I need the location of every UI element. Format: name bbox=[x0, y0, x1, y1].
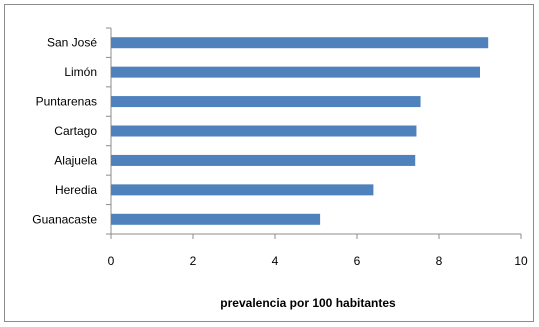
category-label: Heredia bbox=[55, 183, 97, 197]
x-tick-label: 4 bbox=[272, 254, 279, 268]
bar bbox=[111, 154, 416, 166]
category-label: Puntarenas bbox=[36, 95, 97, 109]
bar bbox=[111, 66, 480, 78]
x-tick-labels: 0 2 4 6 8 10 bbox=[108, 254, 528, 268]
x-tick-label: 8 bbox=[436, 254, 443, 268]
category-label: Guanacaste bbox=[32, 212, 97, 226]
bar bbox=[111, 96, 421, 108]
bar bbox=[111, 125, 417, 137]
bar bbox=[111, 213, 321, 225]
x-tick-label: 6 bbox=[354, 254, 361, 268]
category-label: San José bbox=[47, 36, 97, 50]
category-label: Alajuela bbox=[54, 153, 97, 167]
bar bbox=[111, 184, 374, 196]
bar bbox=[111, 37, 489, 49]
x-tick-label: 0 bbox=[108, 254, 115, 268]
x-tick-label: 10 bbox=[514, 254, 528, 268]
bars bbox=[111, 37, 489, 225]
category-label: Cartago bbox=[54, 124, 97, 138]
x-tick-label: 2 bbox=[190, 254, 197, 268]
category-labels: San José Limón Puntarenas Cartago Alajuela He… bbox=[32, 36, 97, 227]
category-label: Limón bbox=[64, 65, 97, 79]
x-axis-label: prevalencia por 100 habitantes bbox=[220, 296, 396, 310]
